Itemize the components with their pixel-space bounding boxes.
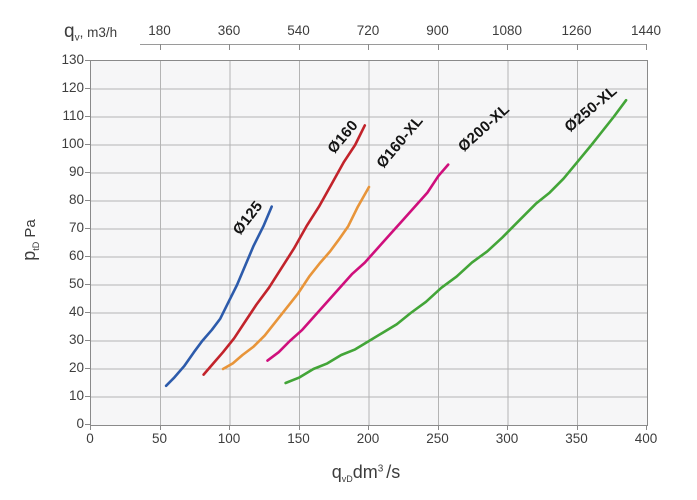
top-axis-symbol: q (64, 21, 75, 42)
y-tick-mark (85, 88, 90, 89)
curve-250-xl (284, 98, 628, 385)
bottom-axis-unit: dm (352, 462, 378, 482)
top-tick-label: 720 (356, 23, 380, 38)
y-tick-mark (85, 200, 90, 201)
top-axis-title: qv, m3/h (64, 22, 117, 44)
x-tick-mark (646, 425, 647, 430)
top-tick-mark (159, 44, 161, 50)
y-tick-label: 20 (68, 360, 84, 375)
bottom-axis-subscript: vD (341, 474, 353, 485)
top-axis-unit: , m3/h (79, 25, 118, 40)
y-tick-label: 110 (62, 108, 84, 123)
x-tick-label: 50 (151, 431, 168, 446)
bottom-axis-exponent: 3 (377, 463, 384, 475)
curve-160 (202, 124, 367, 376)
x-tick-mark (368, 425, 369, 430)
x-tick-label: 200 (356, 431, 380, 446)
x-tick-label: 250 (426, 431, 449, 446)
y-tick-mark (85, 284, 90, 285)
y-tick-label: 50 (68, 276, 84, 291)
x-tick-mark (159, 425, 161, 430)
y-tick-mark (85, 424, 90, 425)
y-tick-mark (85, 256, 90, 257)
top-tick-mark (437, 44, 439, 50)
x-tick-label: 150 (287, 431, 310, 446)
top-tick-mark (646, 44, 647, 50)
top-tick-mark (229, 44, 230, 50)
x-tick-mark (229, 425, 230, 430)
x-tick-label: 400 (634, 431, 658, 446)
y-tick-mark (85, 60, 90, 61)
y-tick-label: 90 (68, 164, 84, 179)
plot-area: Ø125 Ø160 Ø160-XL Ø200-XL Ø250-XL (90, 60, 648, 426)
y-tick-mark (85, 368, 90, 369)
curve-160-xl (221, 185, 371, 371)
x-tick-label: 0 (86, 431, 94, 446)
bottom-axis-title: qvDdm3/s (332, 462, 401, 484)
top-tick-label: 540 (287, 23, 310, 38)
x-tick-mark (437, 425, 439, 430)
top-tick-label: 1260 (561, 23, 592, 38)
top-tick-label: 360 (217, 23, 241, 38)
x-tick-label: 100 (217, 431, 241, 446)
curves-canvas (91, 61, 647, 425)
y-tick-label: 70 (68, 220, 84, 235)
curve-125 (164, 205, 273, 388)
y-tick-label: 60 (68, 248, 84, 263)
y-tick-mark (85, 340, 90, 341)
y-tick-mark (85, 144, 90, 145)
top-tick-label: 1080 (491, 23, 523, 38)
y-tick-label: 80 (68, 192, 84, 207)
top-axis-line (140, 44, 646, 45)
x-tick-mark (576, 425, 578, 430)
y-tick-mark (85, 396, 90, 397)
curve-200-xl (266, 163, 450, 362)
x-tick-mark (298, 425, 300, 430)
top-tick-mark (507, 44, 508, 50)
top-axis-subscript: v (74, 32, 80, 44)
y-tick-label: 10 (68, 388, 84, 403)
top-tick-mark (576, 44, 578, 50)
y-tick-label: 30 (68, 332, 84, 347)
x-tick-mark (90, 425, 91, 430)
top-tick-label: 900 (426, 23, 449, 38)
top-tick-label: 180 (148, 23, 171, 38)
y-tick-label: 120 (61, 80, 84, 95)
top-tick-mark (368, 44, 369, 50)
y-tick-label: 130 (61, 52, 84, 67)
bottom-axis-symbol: q (331, 462, 342, 482)
x-tick-label: 300 (495, 431, 519, 446)
top-tick-mark (298, 44, 300, 50)
y-tick-label: 100 (61, 136, 84, 151)
y-tick-mark (85, 116, 90, 117)
top-tick-label: 1440 (630, 23, 662, 38)
y-tick-mark (85, 228, 90, 229)
x-tick-mark (507, 425, 508, 430)
y-tick-mark (85, 312, 90, 313)
y-tick-mark (85, 172, 90, 173)
y-tick-label: 40 (68, 304, 84, 319)
x-tick-label: 350 (565, 431, 588, 446)
bottom-axis-per-second: /s (386, 462, 401, 482)
y-tick-label: 0 (76, 416, 84, 431)
